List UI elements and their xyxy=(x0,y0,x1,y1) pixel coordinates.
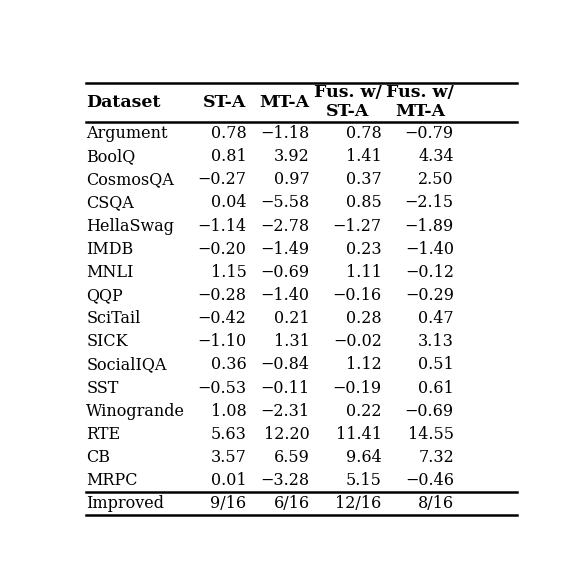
Text: 1.15: 1.15 xyxy=(211,264,246,281)
Text: −2.31: −2.31 xyxy=(260,403,310,420)
Text: 0.01: 0.01 xyxy=(211,472,246,489)
Text: 1.12: 1.12 xyxy=(346,357,382,373)
Text: Dataset: Dataset xyxy=(86,94,161,111)
Text: 0.85: 0.85 xyxy=(346,194,382,212)
Text: 6.59: 6.59 xyxy=(274,449,310,466)
Text: −0.69: −0.69 xyxy=(404,403,454,420)
Text: −1.10: −1.10 xyxy=(197,334,246,350)
Text: BoolQ: BoolQ xyxy=(86,148,136,165)
Text: 12/16: 12/16 xyxy=(335,495,382,512)
Text: 9.64: 9.64 xyxy=(346,449,382,466)
Text: SST: SST xyxy=(86,380,119,397)
Text: 5.15: 5.15 xyxy=(346,472,382,489)
Text: −0.29: −0.29 xyxy=(405,287,454,304)
Text: −5.58: −5.58 xyxy=(260,194,310,212)
Text: RTE: RTE xyxy=(86,426,120,443)
Text: 7.32: 7.32 xyxy=(418,449,454,466)
Text: 1.41: 1.41 xyxy=(346,148,382,165)
Text: CSQA: CSQA xyxy=(86,194,134,212)
Text: CosmosQA: CosmosQA xyxy=(86,171,174,188)
Text: 6/16: 6/16 xyxy=(274,495,310,512)
Text: 14.55: 14.55 xyxy=(408,426,454,443)
Text: −0.12: −0.12 xyxy=(405,264,454,281)
Text: Fus. w/
ST-A: Fus. w/ ST-A xyxy=(314,84,382,120)
Text: −0.53: −0.53 xyxy=(197,380,246,397)
Text: 12.20: 12.20 xyxy=(264,426,310,443)
Text: SciTail: SciTail xyxy=(86,310,141,327)
Text: 8/16: 8/16 xyxy=(418,495,454,512)
Text: CB: CB xyxy=(86,449,110,466)
Text: −0.11: −0.11 xyxy=(260,380,310,397)
Text: −2.78: −2.78 xyxy=(260,217,310,235)
Text: IMDB: IMDB xyxy=(86,240,133,258)
Text: 0.61: 0.61 xyxy=(418,380,454,397)
Text: 0.28: 0.28 xyxy=(346,310,382,327)
Text: 0.22: 0.22 xyxy=(346,403,382,420)
Text: MT-A: MT-A xyxy=(260,94,310,111)
Text: −0.27: −0.27 xyxy=(197,171,246,188)
Text: MRPC: MRPC xyxy=(86,472,138,489)
Text: −0.79: −0.79 xyxy=(404,125,454,142)
Text: −0.69: −0.69 xyxy=(260,264,310,281)
Text: 0.37: 0.37 xyxy=(346,171,382,188)
Text: 3.13: 3.13 xyxy=(418,334,454,350)
Text: Argument: Argument xyxy=(86,125,168,142)
Text: Improved: Improved xyxy=(86,495,164,512)
Text: 0.78: 0.78 xyxy=(211,125,246,142)
Text: SocialIQA: SocialIQA xyxy=(86,357,166,373)
Text: 0.78: 0.78 xyxy=(346,125,382,142)
Text: 4.34: 4.34 xyxy=(418,148,454,165)
Text: −0.84: −0.84 xyxy=(261,357,310,373)
Text: 0.47: 0.47 xyxy=(418,310,454,327)
Text: Winogrande: Winogrande xyxy=(86,403,185,420)
Text: 0.97: 0.97 xyxy=(274,171,310,188)
Text: −1.14: −1.14 xyxy=(197,217,246,235)
Text: 2.50: 2.50 xyxy=(418,171,454,188)
Text: −0.28: −0.28 xyxy=(197,287,246,304)
Text: −0.46: −0.46 xyxy=(405,472,454,489)
Text: −2.15: −2.15 xyxy=(404,194,454,212)
Text: ST-A: ST-A xyxy=(203,94,246,111)
Text: Fus. w/
MT-A: Fus. w/ MT-A xyxy=(386,84,454,120)
Text: 0.36: 0.36 xyxy=(211,357,246,373)
Text: 0.51: 0.51 xyxy=(418,357,454,373)
Text: −3.28: −3.28 xyxy=(260,472,310,489)
Text: HellaSwag: HellaSwag xyxy=(86,217,174,235)
Text: −1.40: −1.40 xyxy=(261,287,310,304)
Text: QQP: QQP xyxy=(86,287,123,304)
Text: −1.89: −1.89 xyxy=(404,217,454,235)
Text: 0.21: 0.21 xyxy=(274,310,310,327)
Text: −0.42: −0.42 xyxy=(197,310,246,327)
Text: 1.11: 1.11 xyxy=(346,264,382,281)
Text: 0.23: 0.23 xyxy=(346,240,382,258)
Text: MNLI: MNLI xyxy=(86,264,134,281)
Text: −1.18: −1.18 xyxy=(260,125,310,142)
Text: −1.49: −1.49 xyxy=(260,240,310,258)
Text: 5.63: 5.63 xyxy=(211,426,246,443)
Text: −0.20: −0.20 xyxy=(197,240,246,258)
Text: −0.19: −0.19 xyxy=(332,380,382,397)
Text: 3.57: 3.57 xyxy=(211,449,246,466)
Text: 9/16: 9/16 xyxy=(210,495,246,512)
Text: −1.27: −1.27 xyxy=(332,217,382,235)
Text: −0.16: −0.16 xyxy=(332,287,382,304)
Text: 0.81: 0.81 xyxy=(211,148,246,165)
Text: −0.02: −0.02 xyxy=(333,334,382,350)
Text: 3.92: 3.92 xyxy=(274,148,310,165)
Text: 0.04: 0.04 xyxy=(211,194,246,212)
Text: −1.40: −1.40 xyxy=(405,240,454,258)
Text: 11.41: 11.41 xyxy=(336,426,382,443)
Text: 1.31: 1.31 xyxy=(274,334,310,350)
Text: SICK: SICK xyxy=(86,334,128,350)
Text: 1.08: 1.08 xyxy=(211,403,246,420)
